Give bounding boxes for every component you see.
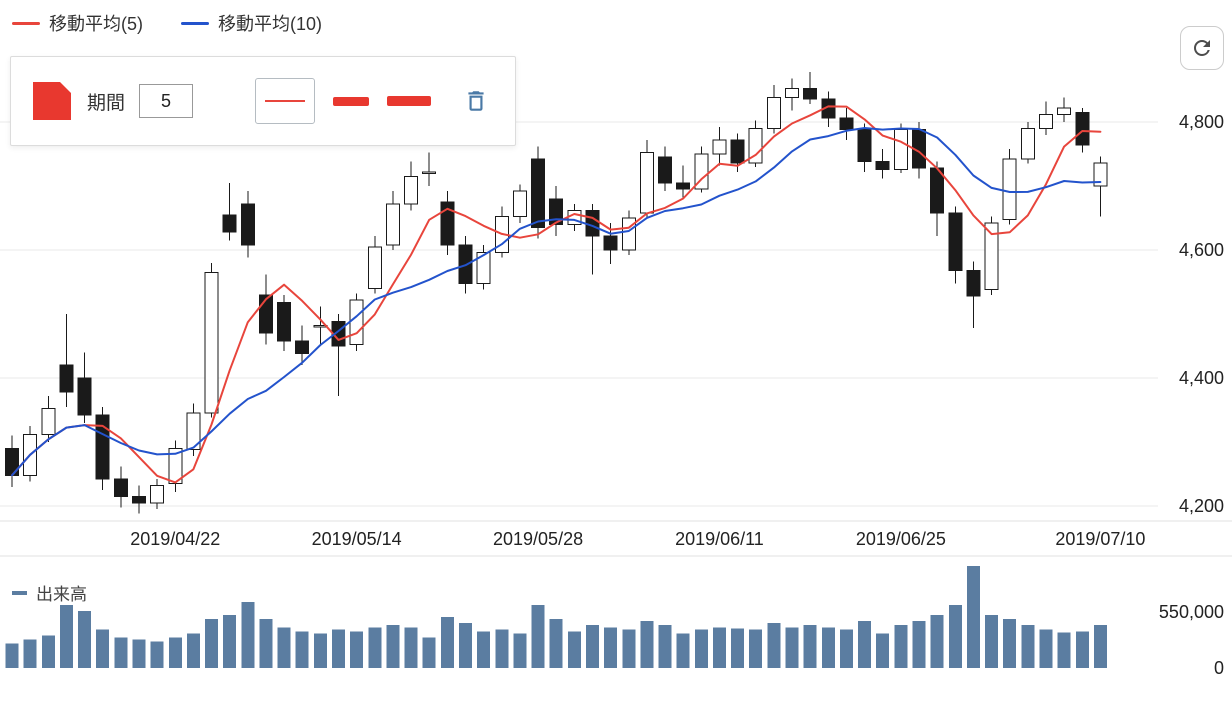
volume-series-icon [12, 590, 27, 595]
svg-text:2019/04/22: 2019/04/22 [130, 529, 220, 549]
refresh-icon [1194, 40, 1210, 56]
delete-indicator-button[interactable] [463, 88, 489, 114]
refresh-button[interactable] [1180, 26, 1224, 70]
svg-text:0: 0 [1214, 658, 1224, 678]
series-color-swatch[interactable] [33, 82, 71, 120]
svg-text:4,400: 4,400 [1179, 368, 1224, 388]
legend-ma10-label: 移動平均(10) [218, 14, 323, 34]
period-label: 期間 [87, 92, 126, 114]
volume-axis-labels: 550,000 0 [1159, 602, 1224, 678]
svg-text:2019/06/11: 2019/06/11 [675, 529, 764, 549]
trash-icon [468, 91, 484, 111]
legend-ma10[interactable]: 移動平均(10) [181, 10, 322, 36]
volume-bars [5, 566, 1107, 668]
ma5-line [11, 105, 1102, 484]
svg-text:2019/06/25: 2019/06/25 [856, 529, 946, 549]
line-style-solid-button[interactable] [255, 78, 316, 124]
ma-settings-panel: 期間 [10, 56, 516, 146]
period-input[interactable] [139, 84, 194, 118]
volume-legend-label: 出来高 [36, 585, 87, 604]
solid-line-icon [265, 100, 306, 102]
line-style-thick-dash-button[interactable] [387, 96, 432, 106]
legend-ma5-label: 移動平均(5) [49, 14, 143, 34]
gridlines [0, 121, 1232, 557]
svg-text:4,200: 4,200 [1179, 496, 1224, 516]
svg-text:550,000: 550,000 [1159, 602, 1224, 622]
ma10-line-icon [181, 21, 209, 25]
ma10-line [11, 127, 1102, 477]
svg-text:2019/05/14: 2019/05/14 [312, 529, 402, 549]
svg-text:4,600: 4,600 [1179, 240, 1224, 260]
svg-text:2019/05/28: 2019/05/28 [493, 529, 583, 549]
price-axis-labels: 4,800 4,600 4,400 4,200 [1179, 112, 1224, 516]
volume-legend: 出来高 [12, 580, 87, 605]
svg-text:4,800: 4,800 [1179, 112, 1224, 132]
candles [5, 72, 1108, 514]
x-axis-labels: 2019/04/22 2019/05/14 2019/05/28 2019/06/11… [130, 529, 1145, 549]
svg-text:2019/07/10: 2019/07/10 [1055, 529, 1145, 549]
ma5-line-icon [12, 21, 40, 25]
legend-ma5[interactable]: 移動平均(5) [12, 10, 143, 36]
line-style-dash-button[interactable] [333, 96, 370, 106]
ma-legend: 移動平均(5) 移動平均(10) [12, 10, 322, 36]
